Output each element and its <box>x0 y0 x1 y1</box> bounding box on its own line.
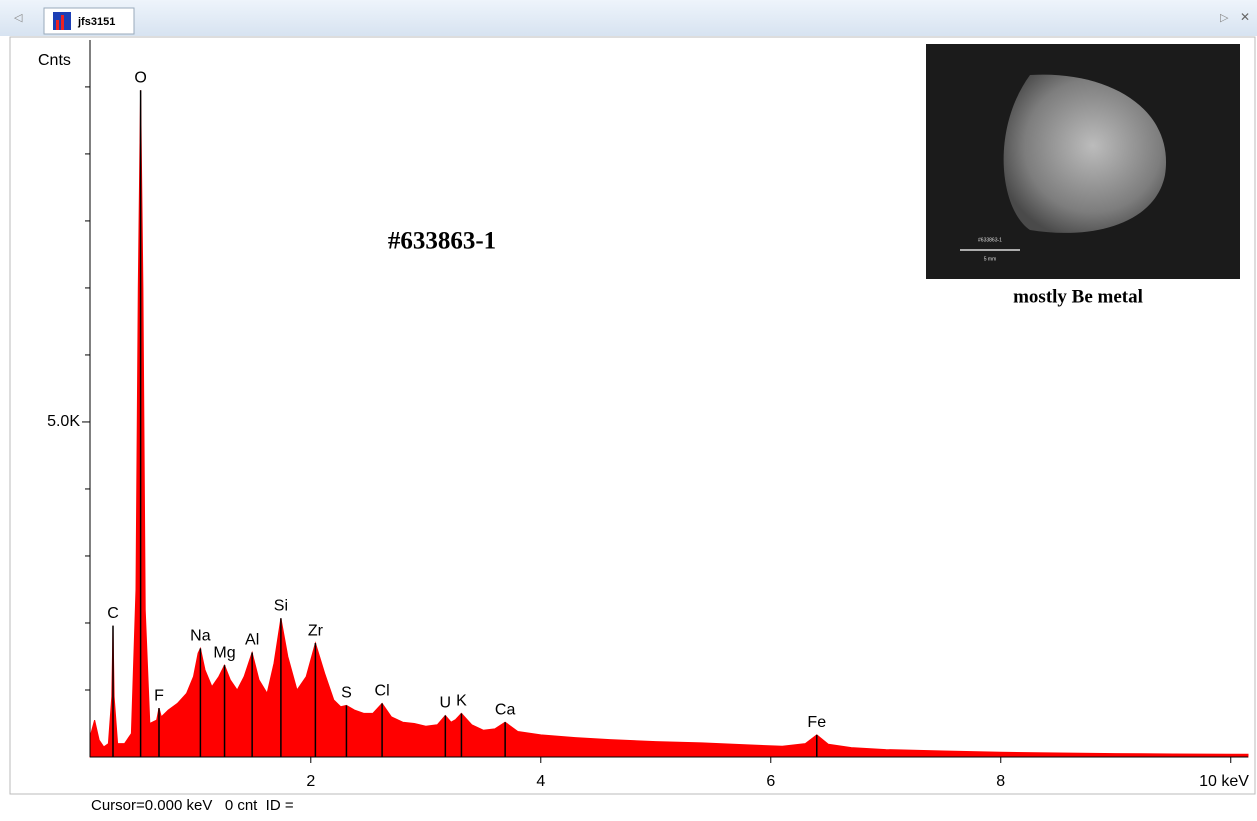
tab-scroll-right[interactable]: ▷ <box>1220 12 1229 24</box>
peak-label: Mg <box>213 644 235 661</box>
peak-label: Na <box>190 628 211 645</box>
peak-label: C <box>107 605 119 622</box>
tab-label[interactable]: jfs3151 <box>77 16 115 28</box>
inset-sample-label: #633863-1 <box>978 237 1002 243</box>
tab-icon-bar <box>61 15 64 30</box>
tab-icon-bar <box>56 20 59 30</box>
peak-label: U <box>440 695 452 712</box>
peak-label: F <box>154 687 164 704</box>
peak-label: K <box>456 693 467 710</box>
peak-label: Si <box>274 598 288 615</box>
window: ◁ ▷ ✕ jfs3151 Cnts #633863-1 #633863-1 5… <box>0 0 1257 816</box>
tab-scroll-left[interactable]: ◁ <box>14 12 23 24</box>
inset-caption: mostly Be metal <box>1013 286 1143 307</box>
x-tick-label: 10 keV <box>1199 773 1249 790</box>
x-tick-label: 6 <box>766 773 775 790</box>
peak-label: Al <box>245 632 259 649</box>
tab-bar <box>0 0 1257 36</box>
y-axis-label: Cnts <box>38 52 71 69</box>
x-tick-label: 4 <box>536 773 545 790</box>
y-tick-label: 5.0K <box>47 413 80 430</box>
status-bar: Cursor=0.000 keV 0 cnt ID = <box>91 797 294 814</box>
peak-label: O <box>134 69 146 86</box>
peak-label: Zr <box>308 622 324 639</box>
peak-label: S <box>341 685 352 702</box>
peak-label: Ca <box>495 701 516 718</box>
peak-label: Fe <box>807 714 826 731</box>
x-tick-label: 8 <box>996 773 1005 790</box>
inset-scale-label: 5 mm <box>984 256 997 262</box>
x-tick-label: 2 <box>306 773 315 790</box>
tab-close[interactable]: ✕ <box>1240 10 1250 24</box>
peak-label: Cl <box>375 683 390 700</box>
chart-title: #633863-1 <box>388 228 496 255</box>
